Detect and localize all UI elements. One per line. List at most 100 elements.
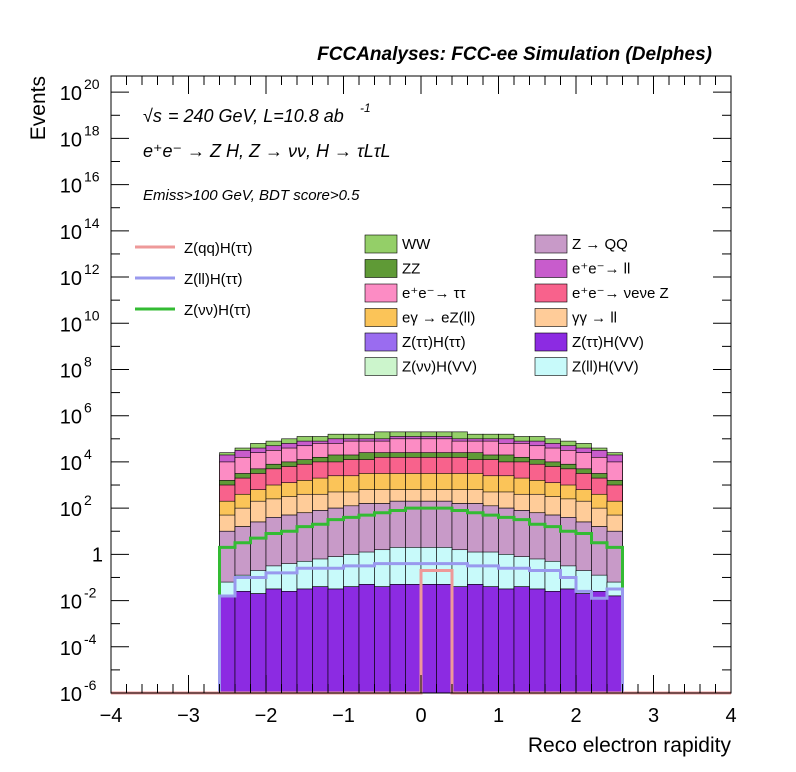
legend-line-label: Z(ll)H(ττ) xyxy=(184,271,243,288)
y-tick-exp: 10 xyxy=(84,307,100,323)
bar xyxy=(389,584,406,694)
legend-fill-label: ZZ xyxy=(402,261,420,278)
y-tick-base: 10 xyxy=(60,129,82,151)
legend-fill-item: e⁺e⁻→ νeνe Z xyxy=(534,283,669,303)
bar xyxy=(250,593,267,694)
legend-fill-swatch xyxy=(534,283,568,303)
legend-fill-item: γγ → ll xyxy=(534,308,617,327)
y-tick-label: 10 6 xyxy=(60,400,92,429)
bar xyxy=(281,591,298,694)
y-tick-exp: -6 xyxy=(84,677,97,693)
bar xyxy=(544,591,561,694)
y-tick-label: 10 16 xyxy=(60,169,100,198)
plot-title: FCCAnalyses: FCC-ee Simulation (Delphes) xyxy=(317,44,712,65)
bar xyxy=(343,586,360,694)
energy-annotation: √s = 240 GeV, L=10.8 ab -1 xyxy=(143,101,371,126)
y-tick-exp: -4 xyxy=(84,631,97,647)
x-tick-label: 1 xyxy=(493,705,504,727)
legend-fill-swatch xyxy=(364,357,398,376)
bar xyxy=(234,591,251,694)
bar xyxy=(312,586,329,694)
y-tick-exp: 16 xyxy=(84,169,100,185)
lumi-exponent: -1 xyxy=(360,101,371,115)
y-tick-label: 10 2 xyxy=(60,492,92,521)
y-tick-base: 10 xyxy=(60,638,82,660)
x-tick-label: −4 xyxy=(100,705,123,727)
y-tick-exp: 18 xyxy=(84,122,100,138)
y-tick-exp: -2 xyxy=(84,585,97,601)
y-tick-label: 10 10 xyxy=(60,307,100,336)
x-tick-label: 0 xyxy=(415,705,426,727)
legend-fill-item: eγ → eZ(ll) xyxy=(364,308,475,327)
legend-fill-label: Z(ll)H(VV) xyxy=(572,359,639,376)
selection-annotation: Emiss>100 GeV, BDT score>0.5 xyxy=(143,187,360,204)
legend-fill-label: Z(ττ)H(VV) xyxy=(572,334,644,351)
y-tick-base: 1 xyxy=(92,544,103,566)
legend-fill-label: eγ → eZ(ll) xyxy=(402,310,475,327)
y-tick-base: 10 xyxy=(60,684,82,706)
y-tick-base: 10 xyxy=(60,453,82,475)
legend-fill-swatch xyxy=(534,234,568,254)
legend-fill-label: Z(ττ)H(ττ) xyxy=(402,334,466,351)
y-tick-label: 10 14 xyxy=(60,215,100,244)
legend-fill-item: Z → QQ xyxy=(534,234,628,254)
legend-line-item: Z(νν)H(ττ) xyxy=(135,302,251,319)
bar xyxy=(575,593,592,694)
legend-fill-swatch xyxy=(364,308,398,327)
y-tick-exp: 20 xyxy=(84,76,100,92)
bar xyxy=(498,588,515,694)
bar xyxy=(467,584,484,694)
x-axis-label: Reco electron rapidity xyxy=(528,734,732,757)
energy-lumi-text: = 240 GeV, L=10.8 ab xyxy=(168,106,344,126)
y-tick-exp: 2 xyxy=(84,492,92,508)
y-tick-label: 10 -6 xyxy=(60,677,97,706)
bar xyxy=(560,588,577,694)
legend-fill-swatch xyxy=(364,283,398,303)
legend-line-label: Z(νν)H(ττ) xyxy=(184,302,251,319)
x-tick-label: 4 xyxy=(725,705,736,727)
y-tick-label: 10 12 xyxy=(60,261,100,290)
x-tick-label: 3 xyxy=(648,705,659,727)
y-tick-label: 10 18 xyxy=(60,122,100,151)
legend-fill-label: e⁺e⁻→ νeνe Z xyxy=(572,285,669,302)
y-tick-label: 10 -2 xyxy=(60,585,97,614)
bar xyxy=(265,588,282,694)
bar xyxy=(420,584,437,694)
y-tick-label: 10 -4 xyxy=(60,631,97,660)
y-tick-label: 10 8 xyxy=(60,353,92,382)
y-tick-exp: 14 xyxy=(84,215,100,231)
bar xyxy=(296,588,313,694)
legend-fill-label: Z → QQ xyxy=(572,236,628,253)
y-tick-base: 10 xyxy=(60,407,82,429)
legend-fill-item: Z(νν)H(VV) xyxy=(364,357,477,376)
legend-fill-swatch xyxy=(534,357,568,376)
bar xyxy=(451,586,468,694)
legend-fill-swatch xyxy=(534,308,568,327)
bar xyxy=(374,586,391,694)
legend-fill-label: Z(νν)H(VV) xyxy=(402,359,477,376)
legend-line-item: Z(qq)H(ττ) xyxy=(135,240,253,257)
y-tick-base: 10 xyxy=(60,222,82,244)
y-tick-exp: 12 xyxy=(84,261,100,277)
legend-fill-swatch xyxy=(534,332,568,352)
y-tick-base: 10 xyxy=(60,592,82,614)
legend-fill-swatch xyxy=(364,259,398,278)
y-tick-label: 10 4 xyxy=(60,446,92,475)
y-tick-label: 10 20 xyxy=(60,76,100,105)
legend-lines: Z(qq)H(ττ) Z(ll)H(ττ) Z(νν)H(ττ) xyxy=(135,240,253,319)
legend-fill-item: Z(ll)H(VV) xyxy=(534,357,639,376)
y-tick-base: 10 xyxy=(60,499,82,521)
bar xyxy=(436,584,453,694)
legend-line-label: Z(qq)H(ττ) xyxy=(184,240,253,257)
y-tick-exp: 4 xyxy=(84,446,92,462)
y-tick-base: 10 xyxy=(60,176,82,198)
legend-fill-swatch xyxy=(534,259,568,278)
y-tick-label: 1 xyxy=(92,544,103,566)
y-tick-base: 10 xyxy=(60,314,82,336)
y-tick-exp: 8 xyxy=(84,353,92,369)
sqrt-s: √s xyxy=(143,106,162,126)
legend-fill-label: e⁺e⁻→ ττ xyxy=(402,285,466,302)
process-annotation: e⁺e⁻ → Z H, Z → νν, H → τLτL xyxy=(143,141,391,161)
